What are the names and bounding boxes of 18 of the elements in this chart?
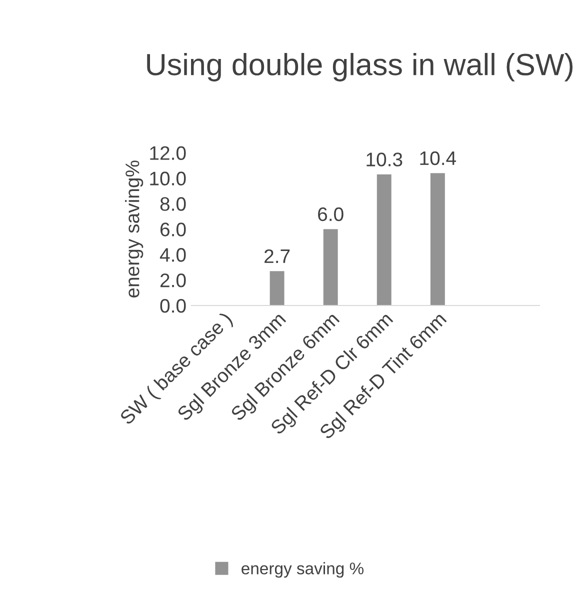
y-axis-title: energy saving% (125, 160, 144, 298)
chart-title: Using double glass in wall (SW) (147, 52, 573, 82)
y-tick-label: 0.0 (160, 298, 186, 313)
y-tick-label: 12.0 (150, 146, 186, 160)
y-tick-label: 4.0 (160, 248, 186, 262)
data-label: 6.0 (318, 207, 344, 222)
bar (270, 271, 284, 306)
y-tick-label: 6.0 (160, 222, 186, 236)
bar (323, 229, 338, 306)
legend-label: energy saving % (242, 562, 364, 578)
data-label: 2.7 (264, 249, 290, 263)
data-label: 10.4 (420, 151, 456, 166)
y-tick-label: 10.0 (150, 172, 186, 186)
bar (430, 173, 445, 306)
data-label: 10.3 (366, 152, 402, 166)
y-tick-label: 2.0 (160, 274, 186, 288)
bar (376, 174, 392, 306)
y-tick-label: 8.0 (160, 197, 186, 211)
